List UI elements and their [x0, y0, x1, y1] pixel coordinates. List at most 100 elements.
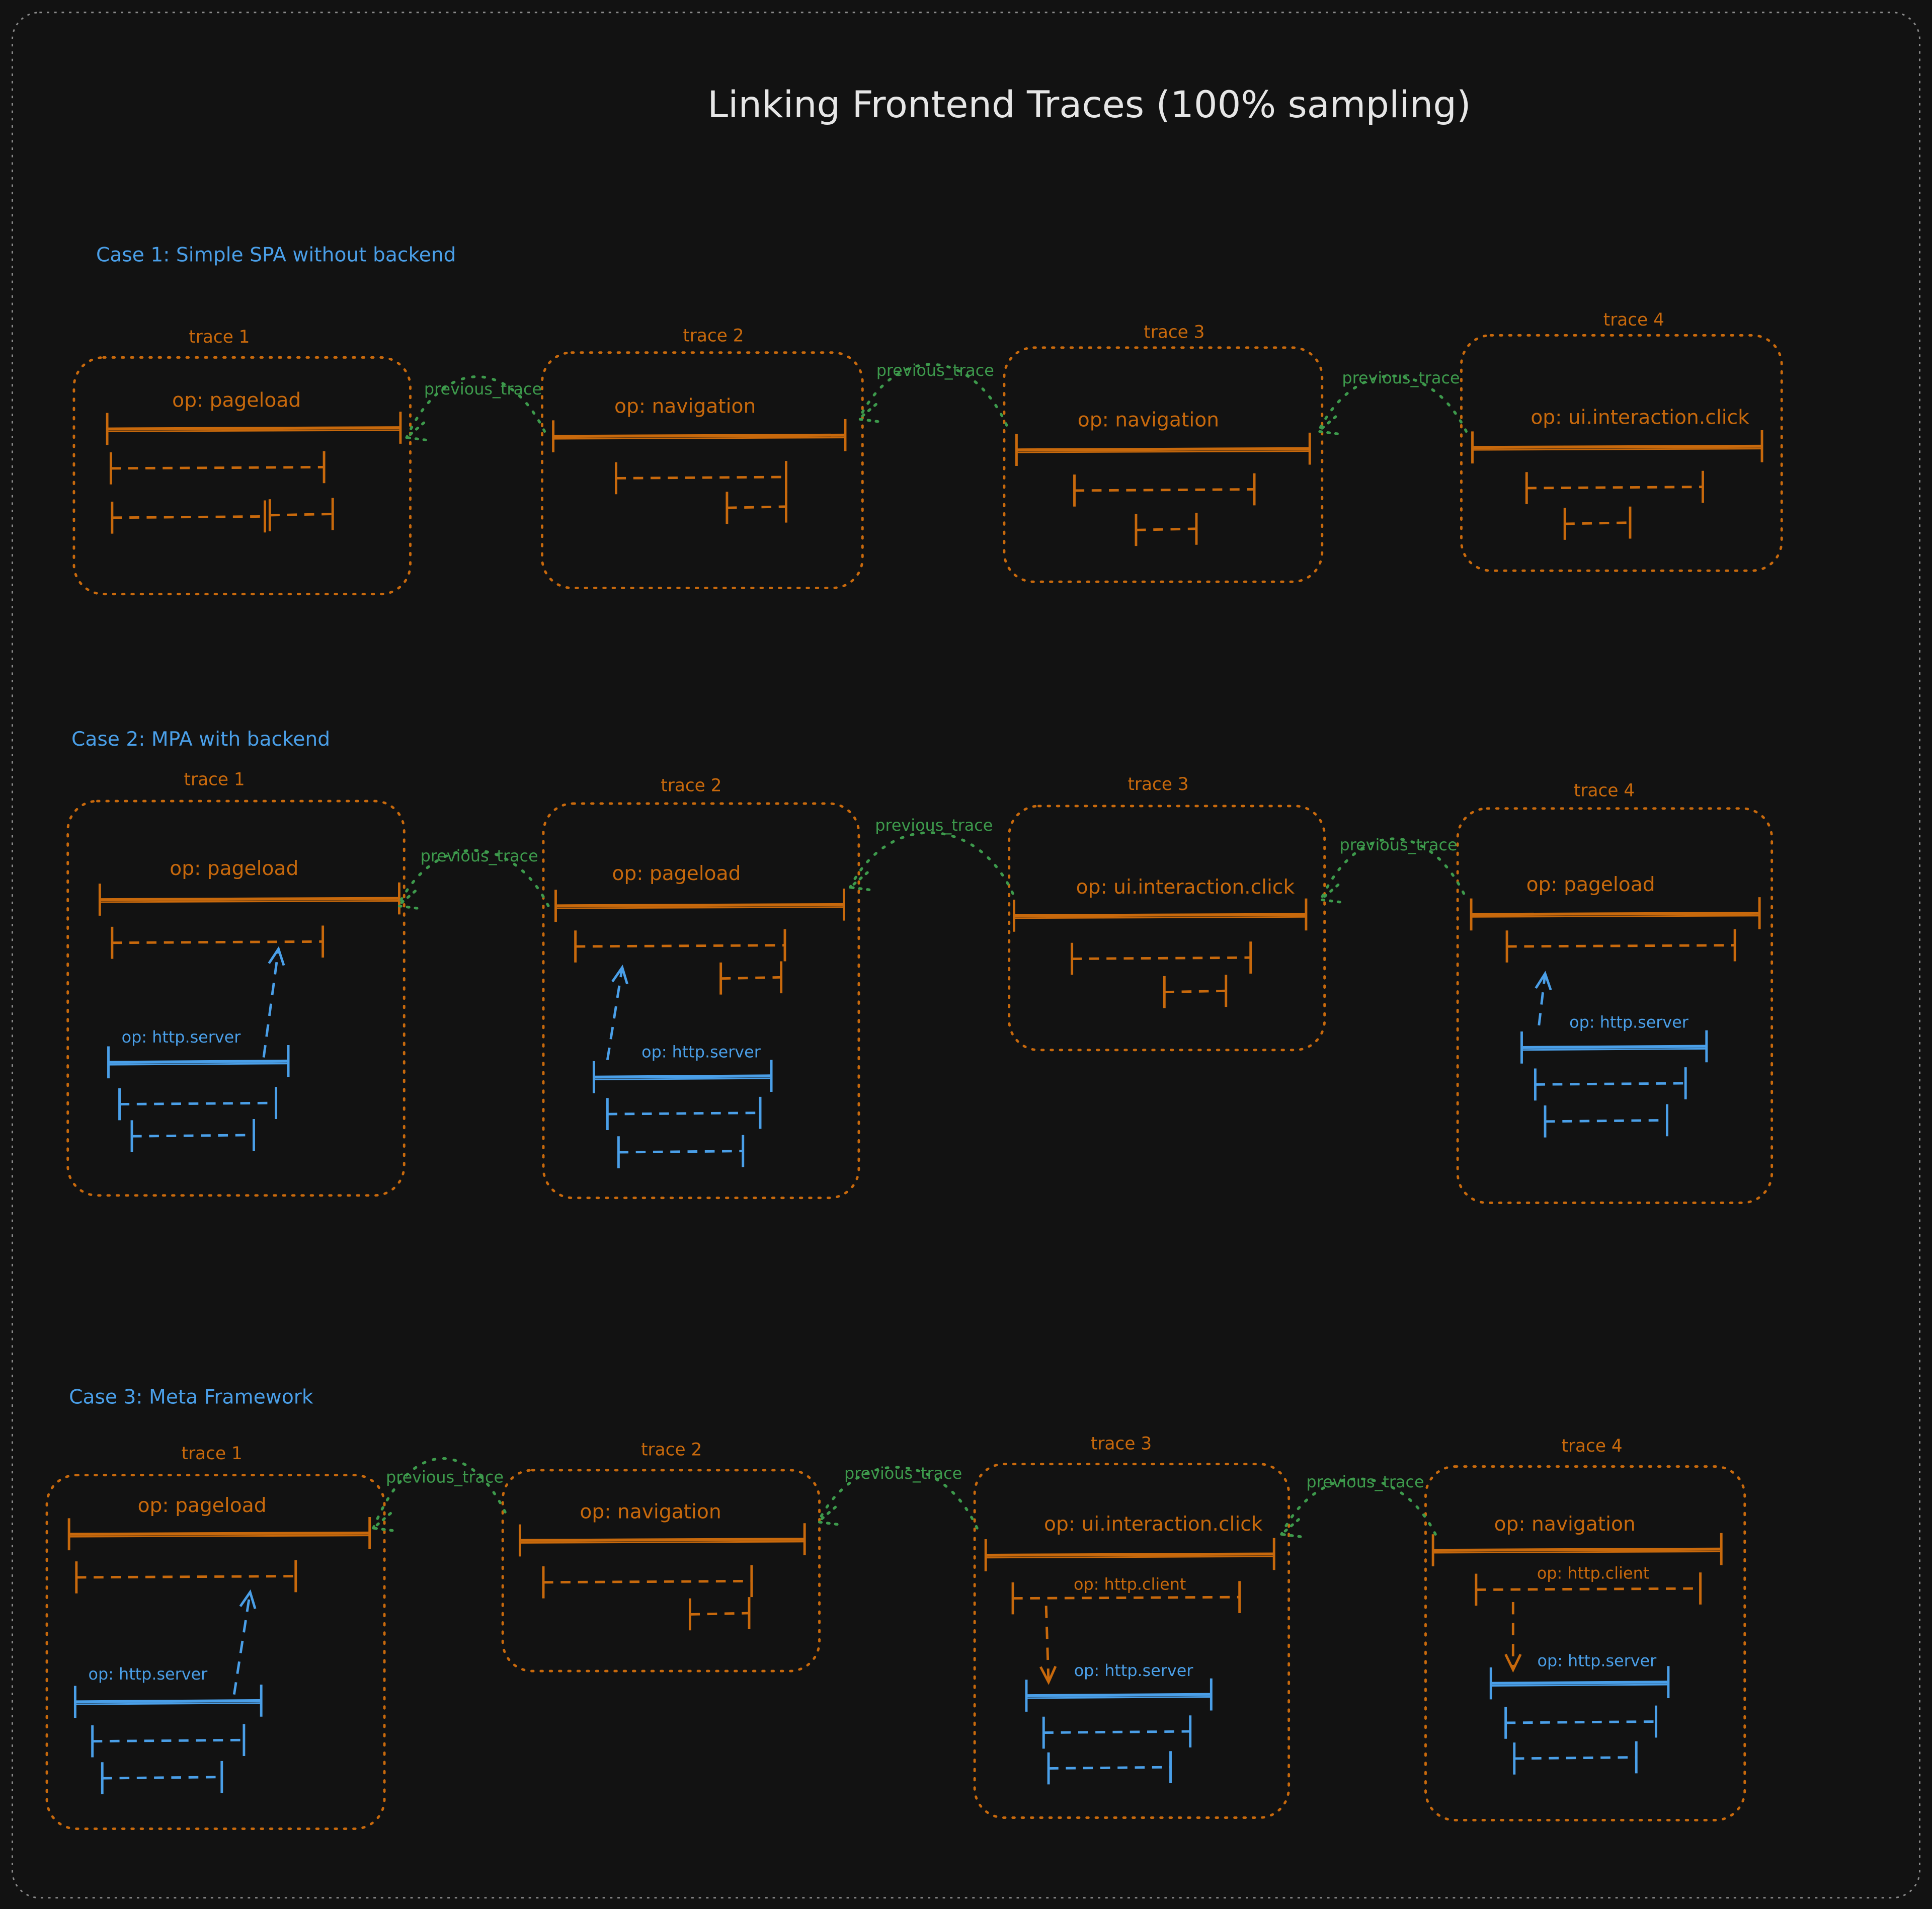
span-bar-stroke — [520, 1541, 805, 1544]
trace-3-group: trace 3 op: navigation — [1003, 322, 1324, 583]
trace-label: trace 2 — [683, 326, 744, 346]
child-span — [1563, 506, 1632, 540]
span-bar-stroke — [1491, 1684, 1668, 1687]
span-bar-stroke — [1433, 1551, 1722, 1554]
arrow-shaft — [262, 948, 280, 1058]
previous-trace-link: previous_trace — [370, 1457, 507, 1532]
child-span — [1135, 513, 1198, 546]
root-span — [98, 882, 400, 916]
server-child-span — [617, 1135, 745, 1168]
span-bar — [270, 513, 333, 517]
trace-label: trace 4 — [1603, 310, 1664, 330]
arrow-head-icon — [1535, 971, 1552, 991]
trace-label: trace 4 — [1562, 1436, 1623, 1456]
span-bar — [1521, 1045, 1707, 1049]
trace-3-group: trace 3 op: ui.interaction.click — [1008, 774, 1326, 1052]
link-arrowhead-icon — [394, 890, 419, 910]
previous-trace-link: previous_trace — [1315, 368, 1468, 435]
trace-label: trace 2 — [661, 776, 721, 796]
span-bar — [1026, 1693, 1212, 1697]
client-to-server-arrow — [1039, 1606, 1057, 1685]
trace-label: trace 3 — [1144, 322, 1204, 342]
span-bar — [1013, 1596, 1240, 1600]
trace-1-group: trace 1 op: pageload — [72, 327, 412, 596]
child-span — [719, 961, 783, 995]
trace-label: trace 1 — [184, 769, 245, 789]
previous-trace-label: previous_trace — [844, 1464, 962, 1483]
child-span — [1071, 941, 1252, 975]
trace-label: trace 1 — [182, 1444, 243, 1464]
root-span — [552, 419, 847, 453]
span-bar — [119, 1101, 276, 1105]
root-span — [554, 888, 845, 922]
trace-box — [1460, 334, 1783, 572]
trace-box — [66, 800, 406, 1197]
arrow-shaft — [1044, 1606, 1050, 1683]
span-bar — [553, 433, 846, 438]
server-child-span — [130, 1119, 255, 1153]
span-bar-stroke — [107, 429, 400, 432]
previous-trace-link: previous_trace — [1317, 835, 1466, 904]
server-child-span — [91, 1724, 246, 1758]
server-child-span — [1047, 1751, 1172, 1785]
previous-trace-link: previous_trace — [1278, 1472, 1437, 1538]
span-bar — [555, 903, 844, 908]
arrow-head-icon — [239, 1589, 257, 1609]
arrow-head-icon — [1504, 1653, 1522, 1673]
span-bar — [1526, 486, 1703, 490]
span-bar — [1049, 1766, 1171, 1770]
trace-label: trace 4 — [1574, 780, 1635, 801]
trace-label: trace 2 — [641, 1440, 702, 1460]
previous-trace-link: previous_trace — [847, 816, 1014, 895]
span-bar-stroke — [1521, 1048, 1707, 1051]
http-server-span — [107, 1045, 290, 1079]
span-bar — [111, 465, 325, 470]
child-span — [542, 1565, 753, 1599]
root-span-op-label: op: ui.interaction.click — [1044, 1513, 1263, 1536]
trace-2-group: trace 2 op: pageload op: http.server — [542, 776, 860, 1200]
http-client-op-label: op: http.client — [1074, 1574, 1186, 1594]
span-bar — [132, 1134, 254, 1138]
server-child-span — [1534, 1067, 1687, 1101]
span-bar — [107, 426, 400, 431]
span-bar — [543, 1579, 752, 1584]
server-child-span — [101, 1761, 223, 1794]
child-span — [726, 490, 787, 524]
span-bar — [1471, 912, 1760, 916]
trace-box — [501, 1469, 821, 1673]
span-bar-stroke — [100, 900, 399, 903]
span-bar-stroke — [1014, 916, 1306, 919]
link-arrowhead-icon — [403, 421, 428, 442]
previous-trace-label: previous_trace — [875, 816, 993, 835]
previous-trace-link: previous_trace — [855, 361, 1008, 427]
previous-trace-link: previous_trace — [394, 846, 550, 910]
span-bar — [690, 1612, 750, 1616]
span-bar — [1074, 488, 1255, 492]
diagram-title: Linking Frontend Traces (100% sampling) — [707, 84, 1471, 126]
trace-box — [1008, 805, 1326, 1052]
span-bar-stroke — [594, 1077, 772, 1081]
trace-box — [1424, 1465, 1746, 1821]
arrow-head-icon — [1039, 1665, 1057, 1685]
link-curve — [857, 363, 1008, 427]
child-span — [1505, 929, 1736, 963]
canvas-border — [12, 12, 1920, 1899]
link-arrowhead-icon — [847, 871, 871, 892]
trace-box — [541, 351, 864, 589]
trace-3-group: trace 3 op: ui.interaction.click op: http.… — [973, 1434, 1291, 1819]
root-span-op-label: op: ui.interaction.click — [1076, 876, 1295, 899]
span-bar — [1016, 447, 1310, 452]
span-bar — [100, 897, 399, 901]
trace-4-group: trace 4 op: ui.interaction.click — [1460, 310, 1783, 572]
trace-4-group: trace 4 op: pageload op: http.server — [1456, 780, 1774, 1204]
span-bar — [112, 515, 265, 519]
root-span — [519, 1523, 806, 1557]
span-bar — [1164, 989, 1226, 994]
http-client-span — [1011, 1581, 1241, 1615]
span-bar — [108, 1059, 289, 1064]
http-server-span — [1025, 1678, 1213, 1712]
trace-label: trace 3 — [1091, 1434, 1152, 1454]
arrow-shaft — [1538, 973, 1547, 1026]
link-curve — [396, 849, 550, 907]
